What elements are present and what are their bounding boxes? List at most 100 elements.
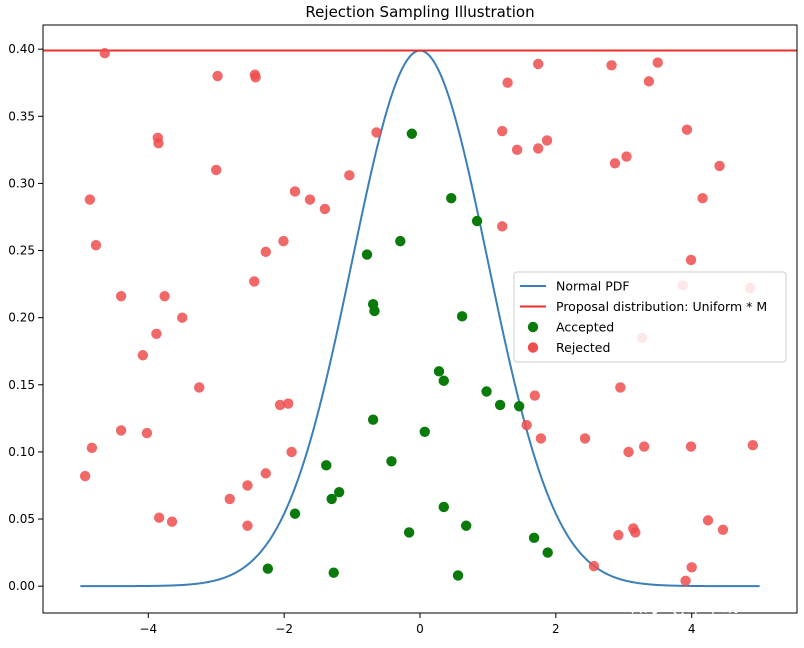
rejected-point: [535, 433, 547, 444]
accepted-point: [419, 426, 430, 437]
rejected-point: [529, 390, 540, 401]
rejected-point: [141, 427, 153, 439]
accepted-point: [542, 547, 553, 558]
rejected-point: [697, 192, 708, 204]
rejected-point: [304, 194, 316, 205]
accepted-point: [369, 305, 380, 317]
y-tick-label: 0.35: [8, 109, 35, 123]
rejected-point: [621, 151, 632, 162]
rejected-point: [289, 186, 301, 197]
accepted-point: [289, 508, 301, 519]
rejected-point: [99, 47, 111, 59]
rejected-point: [532, 143, 544, 154]
accepted-point: [471, 215, 483, 227]
accepted-point: [361, 249, 373, 260]
rejected-point: [194, 382, 205, 393]
rejected-point: [371, 127, 382, 138]
rejected-point: [521, 419, 532, 431]
accepted-point: [460, 520, 472, 531]
legend-label-normal-pdf: Normal PDF: [556, 279, 630, 294]
rejected-point: [224, 493, 236, 505]
rejected-point: [714, 160, 725, 172]
accepted-point: [386, 456, 397, 467]
rejected-point: [115, 425, 127, 436]
rejected-point: [153, 512, 165, 523]
accepted-point: [494, 399, 506, 411]
rejected-point: [686, 562, 697, 573]
rejected-point: [115, 290, 127, 302]
y-tick-label: 0.15: [8, 378, 35, 392]
accepted-point: [438, 501, 449, 513]
y-tick-label: 0.40: [8, 42, 35, 56]
legend-box: [513, 271, 787, 363]
rejected-point: [606, 60, 617, 71]
legend-marker-rejected: [527, 342, 539, 353]
rejected-point: [79, 470, 91, 482]
rejected-point: [541, 135, 553, 146]
rejected-point: [86, 442, 98, 454]
rejected-point: [623, 446, 634, 458]
rejected-point: [613, 529, 624, 541]
rejected-point: [319, 203, 331, 215]
y-tick-label: 0.20: [8, 311, 35, 325]
rejected-point: [242, 480, 253, 491]
y-tick-label: 0.05: [8, 512, 35, 526]
rejected-point: [278, 235, 289, 247]
rejected-point: [532, 58, 544, 70]
x-tick-label: −2: [275, 622, 293, 636]
rejected-point: [283, 398, 294, 409]
accepted-point: [406, 128, 418, 139]
accepted-point: [326, 493, 337, 505]
x-tick-label: 0: [416, 622, 424, 636]
rejected-point: [90, 239, 102, 251]
rejected-point: [242, 520, 253, 531]
rejected-point: [344, 170, 355, 181]
accepted-point: [513, 401, 525, 412]
rejected-point: [717, 524, 729, 535]
accepted-point: [262, 563, 274, 574]
rejected-point: [685, 441, 697, 452]
legend-label-rejected: Rejected: [556, 340, 610, 355]
rejected-point: [166, 516, 178, 527]
accepted-point: [446, 192, 457, 204]
rejected-point: [630, 527, 641, 538]
rejected-point: [685, 254, 697, 266]
accepted-point: [528, 532, 540, 544]
rejected-point: [652, 57, 663, 68]
accepted-point: [481, 386, 492, 397]
rejected-point: [615, 382, 626, 393]
rejected-point: [286, 446, 297, 458]
accepted-point: [333, 486, 345, 498]
accepted-point: [395, 235, 406, 247]
rejected-point: [496, 125, 508, 137]
rejected-point: [84, 194, 96, 205]
rejected-point: [579, 433, 591, 444]
accepted-point: [433, 366, 445, 377]
x-tick-label: −4: [139, 622, 157, 636]
y-tick-label: 0.25: [8, 244, 35, 258]
legend: Normal PDF Proposal distribution: Uniform…: [513, 271, 787, 363]
rejected-point: [250, 72, 261, 83]
plot-area: [43, 47, 797, 588]
y-tick-label: 0.10: [8, 445, 35, 459]
rejected-point: [274, 399, 286, 411]
rejected-point: [211, 164, 222, 176]
rejected-point: [159, 290, 170, 302]
rejected-point: [588, 560, 600, 572]
rejected-point: [638, 441, 650, 452]
accepted-point: [452, 570, 464, 581]
accepted-point: [321, 460, 332, 471]
rejected-point: [212, 70, 223, 82]
legend-marker-accepted: [527, 321, 539, 333]
rejected-point: [609, 158, 621, 169]
chart-title: Rejection Sampling Illustration: [305, 3, 534, 21]
legend-label-proposal-distribution-uniform-m: Proposal distribution: Uniform * M: [556, 299, 767, 314]
x-tick-label: 2: [552, 622, 560, 636]
rejected-point: [260, 468, 272, 479]
rejected-point: [502, 77, 513, 88]
rejected-point: [153, 137, 164, 149]
rejected-point: [151, 328, 162, 339]
rejected-point: [249, 276, 260, 287]
